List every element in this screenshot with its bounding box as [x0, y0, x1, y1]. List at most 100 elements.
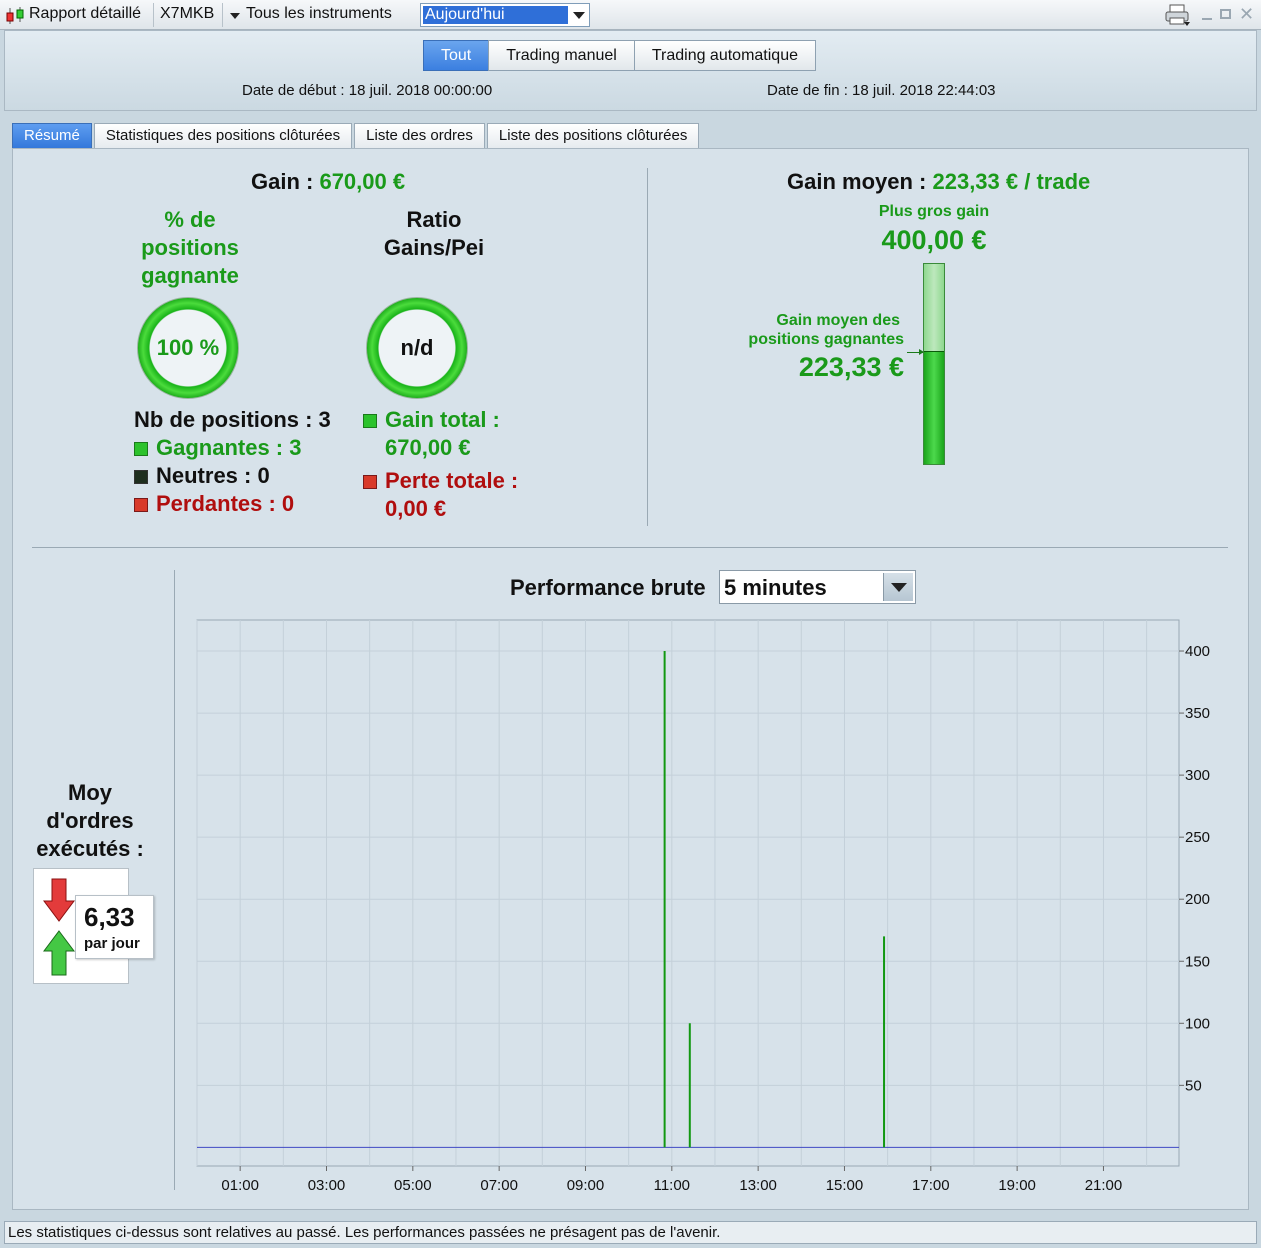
ratio-label-line2: Gains/Pei [383, 235, 485, 260]
orders-value: 6,33 [84, 902, 135, 932]
chevron-down-icon[interactable] [230, 13, 240, 19]
gain-moyen-line: Gain moyen : 223,33 € / trade [787, 169, 1090, 195]
gain-total-label: Gain total : [385, 407, 500, 432]
y-tick-label: 50 [1185, 1077, 1202, 1094]
y-tick-label: 250 [1185, 829, 1210, 846]
horizontal-divider [32, 547, 1228, 548]
ratio-label-line1: Ratio [406, 207, 462, 232]
orders-label: Moy d'ordres exécutés : [20, 779, 160, 863]
gain-line: Gain : 670,00 € [251, 169, 405, 195]
end-date: Date de fin : 18 juil. 2018 22:44:03 [767, 82, 996, 99]
title-bar: Rapport détaillé X7MKB Tous les instrume… [0, 0, 1261, 30]
dropdown-arrow-icon [573, 12, 585, 19]
win-pct-label: % de positions gagnante [110, 206, 270, 290]
x-tick-label: 11:00 [654, 1177, 690, 1194]
account-label[interactable]: X7MKB [160, 5, 215, 22]
report-tabs: Résumé Statistiques des positions clôtur… [12, 123, 701, 149]
perdantes-count: Perdantes : 0 [156, 491, 295, 516]
report-title: Rapport détaillé [29, 5, 142, 22]
x-tick-label: 15:00 [826, 1177, 864, 1194]
interval-select[interactable]: 5 minutes [719, 570, 916, 604]
x-tick-label: 07:00 [480, 1177, 518, 1194]
dropdown-arrow-icon[interactable] [883, 573, 913, 601]
gain-bar [923, 263, 945, 465]
interval-select-value: 5 minutes [724, 575, 827, 600]
y-tick-label: 350 [1185, 705, 1210, 722]
arrow-right-icon [907, 349, 924, 355]
x-tick-label: 21:00 [1085, 1177, 1123, 1194]
green-square-icon [363, 414, 377, 429]
x-tick-label: 03:00 [308, 1177, 346, 1194]
candlestick-icon [4, 7, 26, 25]
mode-tab-automatique[interactable]: Trading automatique [633, 40, 816, 71]
win-pct-label-line1: % de [164, 207, 216, 232]
tab-positions-cloturees[interactable]: Liste des positions clôturées [486, 123, 700, 148]
orders-label-line3: exécutés : [36, 836, 144, 861]
gain-moyen-value: 223,33 € / trade [932, 169, 1091, 194]
orders-label-line1: Moy [68, 780, 112, 805]
mode-tab-manuel[interactable]: Trading manuel [488, 40, 635, 71]
x-tick-label: 17:00 [912, 1177, 950, 1194]
close-icon[interactable]: ✕ [1239, 4, 1255, 24]
gain-bar-fill [924, 351, 944, 464]
performance-chart: 01:00 03:00 05:00 07:00 09:00 11:00 13:00 15:00… [196, 619, 1210, 1194]
neutres-count: Neutres : 0 [156, 463, 270, 488]
buy-sell-arrows-icon [43, 878, 75, 976]
mode-tab-tout[interactable]: Tout [423, 40, 490, 71]
gain-label: Gain : [251, 169, 320, 194]
tab-statistiques[interactable]: Statistiques des positions clôturées [93, 123, 353, 148]
x-tick-label: 01:00 [221, 1177, 259, 1194]
tab-ordres[interactable]: Liste des ordres [354, 123, 485, 148]
x-tick-label: 05:00 [394, 1177, 432, 1194]
mode-tabs: Tout Trading manuel Trading automatique [423, 40, 816, 72]
ratio-value: n/d [400, 335, 434, 360]
gain-moyen-label: Gain moyen : [787, 169, 933, 194]
totals-block: Gain total : 670,00 € Perte totale : 0,0… [363, 406, 518, 523]
x-tick-label: 09:00 [567, 1177, 605, 1194]
perte-totale-label: Perte totale : [385, 468, 519, 493]
gain-total-value: 670,00 € [385, 435, 471, 460]
gain-moyen-gagnantes-value: 223,33 € [798, 352, 904, 382]
orders-label-line2: d'ordres [46, 808, 134, 833]
plot-area [196, 619, 1180, 1167]
y-tick-label: 400 [1185, 643, 1210, 660]
win-pct-gauge: 100 % [137, 297, 239, 399]
gagnantes-count: Gagnantes : 3 [156, 435, 302, 460]
period-select-value: Aujourd'hui [423, 6, 568, 24]
y-tick-label: 200 [1185, 891, 1210, 908]
maximize-icon[interactable] [1220, 9, 1231, 19]
dark-square-icon [134, 470, 148, 485]
ratio-label: Ratio Gains/Pei [360, 206, 508, 262]
x-tick-label: 13:00 [739, 1177, 777, 1194]
orders-unit: par jour [84, 935, 140, 952]
start-date: Date de début : 18 juil. 2018 00:00:00 [242, 82, 493, 99]
minimize-icon[interactable] [1202, 18, 1212, 20]
chart-divider [174, 570, 175, 1190]
y-tick-label: 100 [1185, 1015, 1210, 1032]
red-square-icon [134, 498, 148, 513]
win-pct-label-line3: gagnante [141, 263, 239, 288]
printer-icon[interactable] [1164, 4, 1192, 28]
instruments-dropdown[interactable]: Tous les instruments [246, 5, 392, 22]
gain-value: 670,00 € [319, 169, 406, 194]
header-panel: Tout Trading manuel Trading automatique … [4, 30, 1257, 111]
plus-gros-gain-value: 400,00 € [881, 225, 987, 255]
perte-totale-value: 0,00 € [385, 496, 447, 521]
green-square-icon [134, 442, 148, 457]
nb-positions: Nb de positions : 3 [134, 407, 331, 432]
win-pct-label-line2: positions [141, 235, 239, 260]
vertical-divider [647, 168, 648, 526]
ratio-gauge: n/d [366, 297, 468, 399]
plus-gros-gain-label: Plus gros gain [878, 203, 990, 220]
footer-disclaimer: Les statistiques ci-dessus sont relative… [4, 1221, 1257, 1244]
orders-value-card: 6,33 par jour [75, 895, 154, 959]
tab-resume[interactable]: Résumé [12, 123, 92, 148]
positions-counts: Nb de positions : 3 Gagnantes : 3 Neutre… [134, 406, 331, 518]
performance-title: Performance brute [510, 575, 706, 600]
y-tick-label: 150 [1185, 953, 1210, 970]
win-pct-value: 100 % [156, 335, 220, 360]
y-tick-label: 300 [1185, 767, 1210, 784]
x-tick-label: 19:00 [998, 1177, 1036, 1194]
gain-moyen-gagnantes-label-line1: Gain moyen des [776, 312, 900, 329]
period-select[interactable]: Aujourd'hui [420, 3, 590, 27]
